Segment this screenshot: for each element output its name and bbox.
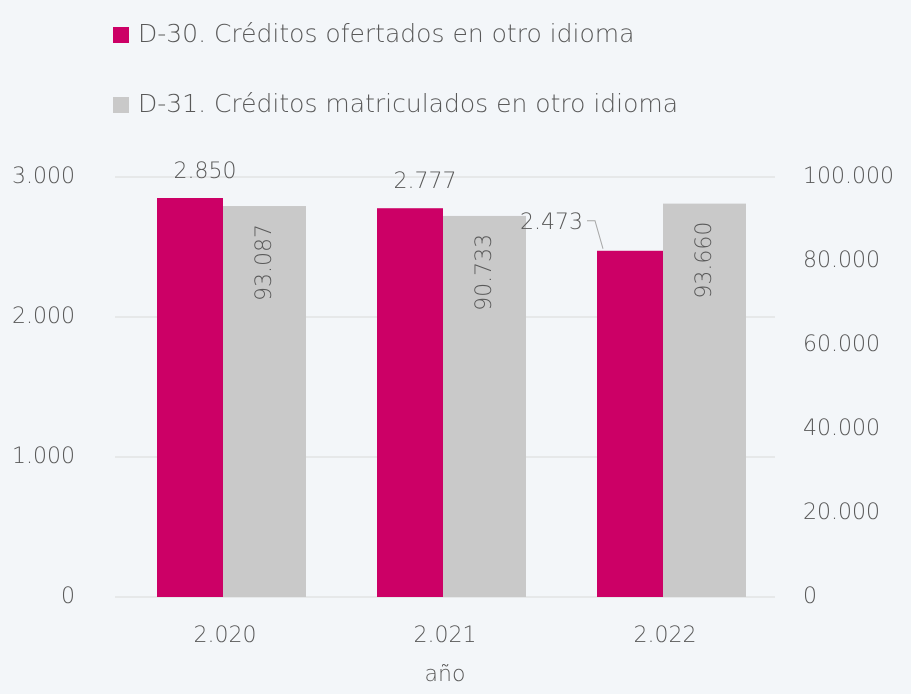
value-label: 2.850 — [174, 159, 237, 184]
y2-tick-label: 40.000 — [803, 416, 880, 441]
y2-tick-label: 20.000 — [803, 500, 880, 525]
y-tick-label: 0 — [61, 584, 75, 609]
x-tick-label: 2.020 — [194, 623, 257, 648]
y2-tick-label: 100.000 — [803, 164, 894, 189]
leader-line — [587, 220, 604, 249]
bar — [377, 208, 443, 597]
legend-label: D-30. Créditos ofertados en otro idioma — [138, 19, 634, 48]
y-tick-label: 3.000 — [12, 164, 75, 189]
y2-tick-label: 0 — [803, 584, 817, 609]
legend-swatch — [113, 97, 129, 113]
bar — [597, 250, 663, 597]
y2-tick-label: 60.000 — [803, 332, 880, 357]
x-axis-title: año — [425, 662, 466, 687]
value-label: 2.777 — [394, 169, 457, 194]
value-label: 93.660 — [692, 222, 717, 299]
value-label: 93.087 — [252, 224, 277, 301]
y-tick-label: 2.000 — [12, 304, 75, 329]
value-label: 2.473 — [520, 210, 583, 235]
legend-swatch — [113, 27, 129, 43]
bar — [663, 203, 746, 598]
bar — [157, 198, 223, 597]
bar — [443, 215, 526, 598]
y2-tick-label: 80.000 — [803, 248, 880, 273]
bar — [223, 206, 306, 597]
x-tick-label: 2.021 — [414, 623, 477, 648]
y-tick-label: 1.000 — [12, 444, 75, 469]
legend-label: D-31. Créditos matriculados en otro idio… — [138, 89, 678, 118]
x-tick-label: 2.022 — [634, 623, 697, 648]
value-label: 90.733 — [472, 234, 497, 311]
